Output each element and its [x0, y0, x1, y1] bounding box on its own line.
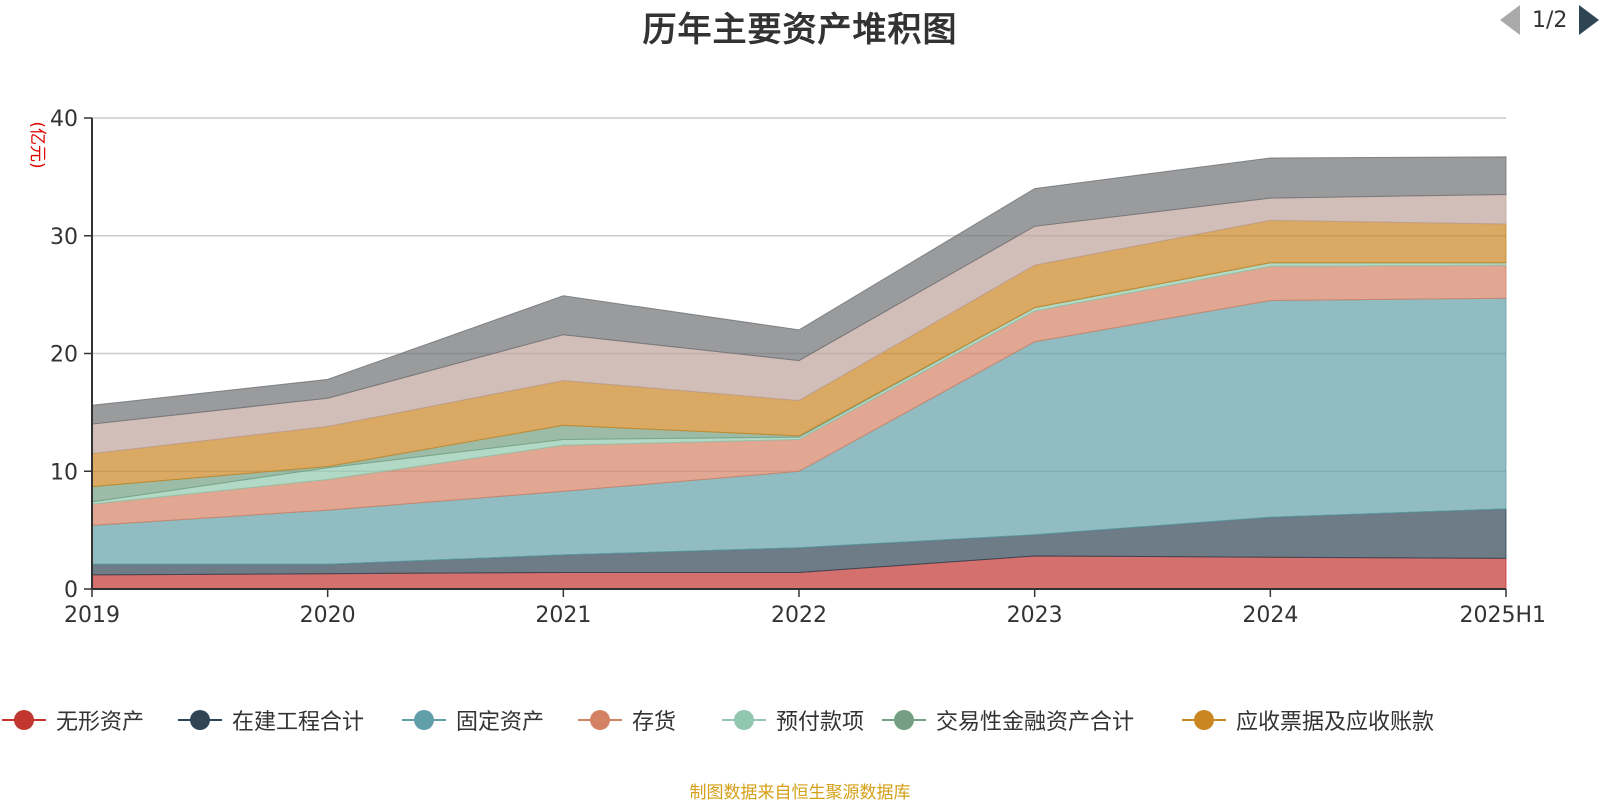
legend-item[interactable]: 交易性金融资产合计: [880, 700, 1134, 740]
legend-swatch-icon: [400, 700, 448, 740]
legend-item[interactable]: 应收票据及应收账款: [1180, 700, 1434, 740]
legend-page-indicator: 1/2: [1532, 7, 1568, 33]
x-tick-label: 2023: [1007, 603, 1063, 628]
legend-item[interactable]: 存货: [576, 700, 676, 740]
legend-item[interactable]: 预付款项: [720, 700, 864, 740]
legend-swatch-icon: [1180, 700, 1228, 740]
legend-pager: 1/2: [1500, 0, 1600, 40]
legend-label: 固定资产: [456, 710, 545, 735]
legend-swatch-icon: [576, 700, 624, 740]
x-tick-label: 2020: [300, 603, 356, 628]
legend-label: 存货: [632, 710, 677, 735]
y-tick-label: 0: [64, 578, 78, 603]
y-tick-label: 20: [50, 343, 78, 368]
area-series: [91, 156, 1507, 590]
legend-swatch-icon: [880, 700, 928, 740]
source-note: 制图数据来自恒生聚源数据库: [689, 783, 911, 803]
x-tick-label: 2025H1: [1459, 603, 1546, 628]
y-tick-label: 40: [50, 107, 78, 132]
legend: 无形资产 在建工程合计 固定资产 存货 预付款项 交易性金融资产合计 应收票据及应收账款: [0, 700, 1600, 740]
x-tick-label: 2021: [535, 603, 591, 628]
legend-swatch-icon: [720, 700, 768, 740]
legend-label: 交易性金融资产合计: [936, 710, 1135, 735]
y-tick-label: 10: [50, 460, 78, 485]
chart-title: 历年主要资产堆积图: [642, 10, 958, 50]
legend-item[interactable]: 固定资产: [400, 700, 544, 740]
axes: 0 10 20 30 40 2019 2020 2021 2022 2023 2024 2025H1: [50, 107, 1546, 628]
y-tick-label: 30: [50, 225, 78, 250]
x-tick-label: 2019: [64, 603, 120, 628]
area-series-货币资金: [91, 156, 1507, 425]
legend-swatch-icon: [176, 700, 224, 740]
x-tick-label: 2022: [771, 603, 827, 628]
legend-next-page-icon[interactable]: [1579, 5, 1600, 35]
legend-label: 应收票据及应收账款: [1236, 710, 1435, 735]
legend-label: 无形资产: [56, 710, 145, 735]
legend-swatch-icon: [0, 700, 48, 740]
legend-item[interactable]: 无形资产: [0, 700, 144, 740]
legend-label: 在建工程合计: [232, 710, 365, 735]
legend-label: 预付款项: [776, 710, 865, 735]
y-axis-unit-label: (亿元): [27, 121, 47, 168]
legend-item[interactable]: 在建工程合计: [176, 700, 364, 740]
x-tick-label: 2024: [1242, 603, 1298, 628]
legend-prev-page-icon[interactable]: [1500, 5, 1520, 35]
